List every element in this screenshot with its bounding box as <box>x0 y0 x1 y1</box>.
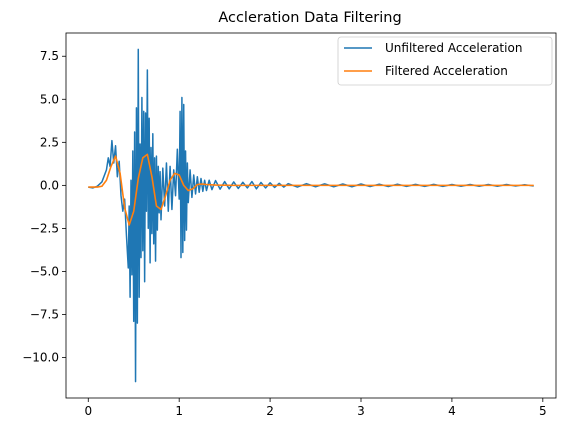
plot-area <box>88 48 534 383</box>
chart-title: Accleration Data Filtering <box>218 10 401 26</box>
axis-ticks: 0 1 2 3 4 5 7.5 5.0 2.5 0.0 −2.5 −5.0 −7.5 −10.0 <box>22 49 546 418</box>
legend: Unfiltered Acceleration Filtered Acceler… <box>337 36 553 86</box>
x-tick-label: 0 <box>84 404 92 418</box>
y-tick-label: −10.0 <box>22 351 59 365</box>
y-tick-label: 2.5 <box>40 135 59 149</box>
legend-label-filtered: Filtered Acceleration <box>385 64 508 78</box>
axes-frame <box>65 32 557 399</box>
x-tick-label: 4 <box>448 404 456 418</box>
y-tick-label: −2.5 <box>30 221 59 235</box>
x-tick-label: 3 <box>357 404 365 418</box>
legend-label-unfiltered: Unfiltered Acceleration <box>385 41 522 55</box>
y-tick-label: −5.0 <box>30 264 59 278</box>
y-tick-label: 0.0 <box>40 178 59 192</box>
y-tick-label: −7.5 <box>30 307 59 321</box>
series-line-filtered <box>88 153 534 226</box>
y-tick-label: 7.5 <box>40 49 59 63</box>
x-tick-label: 5 <box>539 404 547 418</box>
x-tick-label: 2 <box>266 404 274 418</box>
legend-frame <box>337 36 553 86</box>
y-tick-label: 5.0 <box>40 92 59 106</box>
x-tick-label: 1 <box>175 404 183 418</box>
